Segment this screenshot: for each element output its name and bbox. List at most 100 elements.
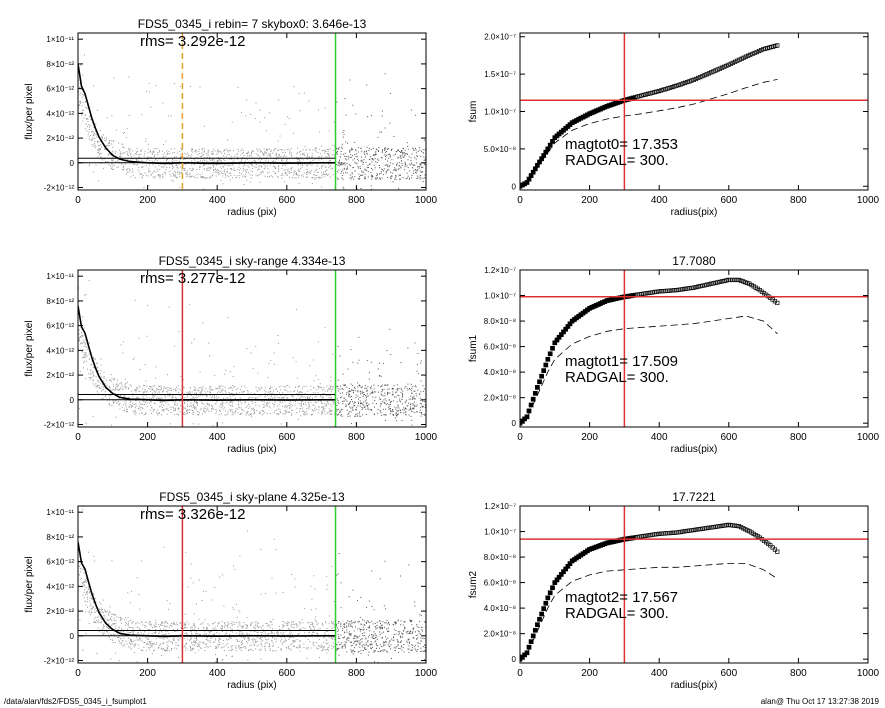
scatter-dot xyxy=(96,385,98,387)
scatter-dot xyxy=(214,664,215,665)
scatter-dot xyxy=(150,641,152,643)
scatter-dot xyxy=(110,165,111,167)
scatter-dot xyxy=(103,371,105,373)
scatter-dot xyxy=(83,572,85,574)
scatter-dot xyxy=(96,140,98,142)
scatter-dot xyxy=(347,155,349,157)
scatter-dot xyxy=(395,412,397,414)
scatter-dot xyxy=(371,176,373,178)
scatter-dot xyxy=(169,423,171,425)
scatter-dot xyxy=(142,408,144,409)
scatter-dot xyxy=(112,150,114,152)
scatter-dot xyxy=(150,643,152,645)
scatter-dot xyxy=(336,153,338,155)
scatter-dot xyxy=(324,632,326,634)
scatter-dot xyxy=(203,642,205,644)
scatter-dot xyxy=(86,108,88,110)
scatter-dot xyxy=(135,644,136,646)
scatter-dot xyxy=(217,391,219,393)
scatter-dot xyxy=(338,148,340,150)
scatter-dot xyxy=(377,368,379,370)
scatter-dot xyxy=(164,477,165,478)
scatter-dot xyxy=(84,352,86,354)
scatter-dot xyxy=(204,390,206,392)
scatter-dot xyxy=(287,116,289,118)
scatter-dot xyxy=(264,396,266,398)
scatter-dot xyxy=(309,163,311,165)
scatter-dot xyxy=(202,204,203,205)
scatter-dot xyxy=(400,389,402,391)
scatter-dot xyxy=(330,376,332,378)
scatter-dot xyxy=(93,142,95,144)
scatter-dot xyxy=(86,346,88,348)
scatter-dot xyxy=(269,627,271,629)
scatter-dot xyxy=(279,154,280,156)
scatter-dot xyxy=(314,406,316,408)
scatter-dot xyxy=(376,178,378,180)
scatter-dot xyxy=(194,159,196,161)
scatter-dot xyxy=(140,632,142,634)
scatter-dot xyxy=(87,606,88,608)
scatter-dot xyxy=(254,412,255,414)
scatter-dot xyxy=(150,174,152,176)
scatter-dot xyxy=(225,631,227,633)
scatter-dot xyxy=(132,631,134,633)
scatter-dot xyxy=(173,83,175,85)
scatter-dot xyxy=(253,644,255,645)
scatter-dot xyxy=(101,146,103,148)
scatter-dot xyxy=(125,400,127,402)
scatter-dot xyxy=(107,145,109,147)
scatter-dot xyxy=(326,412,328,414)
scatter-dot xyxy=(109,397,111,399)
scatter-dot xyxy=(311,170,312,172)
scatter-dot xyxy=(154,390,156,392)
scatter-dot xyxy=(414,398,416,400)
scatter-dot xyxy=(302,174,304,176)
scatter-dot xyxy=(337,400,339,402)
scatter-dot xyxy=(148,91,150,93)
scatter-dot xyxy=(366,359,368,361)
scatter-dot xyxy=(262,154,264,156)
scatter-dot xyxy=(198,628,199,629)
scatter-dot xyxy=(387,388,389,390)
scatter-dot xyxy=(269,648,271,650)
scatter-dot xyxy=(124,163,126,165)
scatter-dot xyxy=(191,150,193,152)
scatter-dot xyxy=(308,156,310,158)
scatter-dot xyxy=(193,386,195,388)
scatter-dot xyxy=(264,648,266,650)
scatter-dot xyxy=(137,169,139,171)
scatter-dot xyxy=(208,624,210,626)
scatter-dot xyxy=(280,649,282,651)
scatter-dot xyxy=(306,173,308,175)
scatter-dot xyxy=(113,378,115,380)
scatter-dot xyxy=(374,154,376,156)
scatter-dot xyxy=(190,395,192,396)
scatter-dot xyxy=(369,156,371,158)
scatter-dot xyxy=(314,409,316,411)
scatter-dot xyxy=(177,152,179,154)
scatter-dot xyxy=(185,153,187,155)
scatter-dot xyxy=(127,168,129,170)
scatter-dot xyxy=(192,149,194,151)
scatter-dot xyxy=(341,415,343,417)
scatter-dot xyxy=(175,401,177,403)
scatter-dot xyxy=(156,411,158,413)
scatter-dot xyxy=(159,442,160,443)
scatter-dot xyxy=(273,397,275,399)
scatter-dot xyxy=(245,170,246,172)
scatter-dot xyxy=(295,646,297,648)
scatter-dot xyxy=(219,576,221,578)
scatter-dot xyxy=(371,168,373,169)
scatter-dot xyxy=(193,338,195,340)
scatter-dot xyxy=(344,385,346,387)
scatter-dot xyxy=(352,408,354,410)
scatter-dot xyxy=(273,404,275,406)
scatter-dot xyxy=(94,147,96,149)
scatter-dot xyxy=(222,408,224,410)
scatter-dot xyxy=(154,632,156,634)
scatter-dot xyxy=(369,409,371,411)
scatter-dot xyxy=(80,101,81,102)
x-tick-label: 800 xyxy=(348,195,365,206)
scatter-dot xyxy=(80,568,82,570)
